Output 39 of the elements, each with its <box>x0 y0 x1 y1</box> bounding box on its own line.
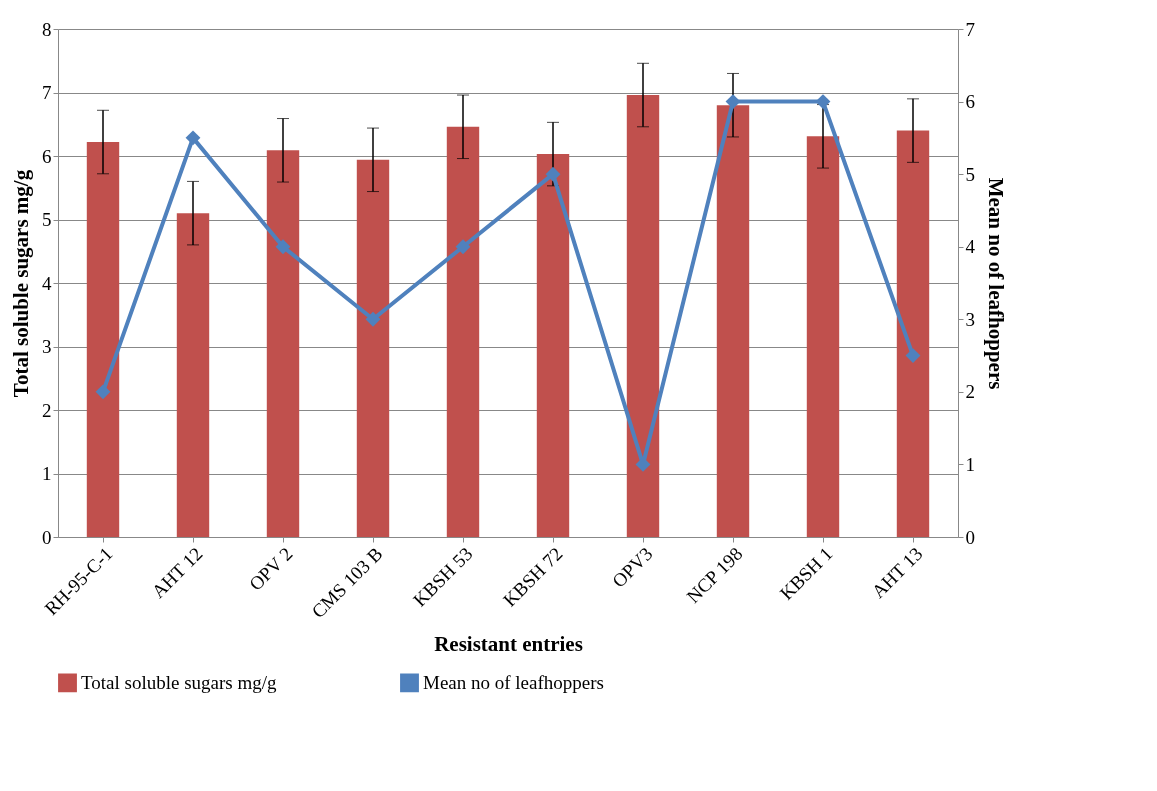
y2-tick-label: 1 <box>965 453 975 475</box>
y-tick-label: 4 <box>42 272 52 294</box>
point <box>275 239 291 255</box>
y-tick-label: 6 <box>42 145 52 167</box>
point <box>545 166 561 182</box>
bar <box>626 95 660 537</box>
bar <box>806 136 840 537</box>
y2-tick-label: 4 <box>965 236 976 258</box>
y-tick-label: 5 <box>42 209 52 230</box>
x-axis-title: Resistant entries <box>434 632 583 657</box>
y-tick-label: 1 <box>42 463 52 484</box>
y-axis-title: Total soluble sugars mg/g <box>9 169 33 398</box>
point <box>815 94 831 109</box>
bar <box>536 154 570 537</box>
point <box>185 130 201 146</box>
bar <box>896 130 930 537</box>
point <box>95 384 111 400</box>
y2-tick-label: 7 <box>965 18 975 40</box>
y2-tick-label: 6 <box>965 91 975 113</box>
bar <box>716 105 750 537</box>
y2-tick-label: 2 <box>965 381 975 403</box>
y-tick-label: 0 <box>42 526 52 548</box>
bar <box>176 213 210 537</box>
bar <box>266 150 300 537</box>
y-tick-label: 8 <box>42 18 52 40</box>
y2-tick-label: 5 <box>965 163 975 185</box>
point <box>455 239 471 255</box>
bar <box>446 126 480 537</box>
y2-axis-title: Mean no of leafhoppers <box>984 177 1008 390</box>
legend-label: Mean no of leafhoppers <box>423 671 604 693</box>
y-tick-label: 7 <box>42 82 52 103</box>
bar <box>86 142 120 537</box>
y2-tick-label: 3 <box>965 308 975 330</box>
point <box>365 311 381 327</box>
bar <box>356 159 390 537</box>
legend-label: Total soluble sugars mg/g <box>81 671 278 693</box>
y2-tick-label: 0 <box>965 526 975 548</box>
y-tick-label: 3 <box>42 336 52 357</box>
y-tick-label: 2 <box>42 399 52 421</box>
